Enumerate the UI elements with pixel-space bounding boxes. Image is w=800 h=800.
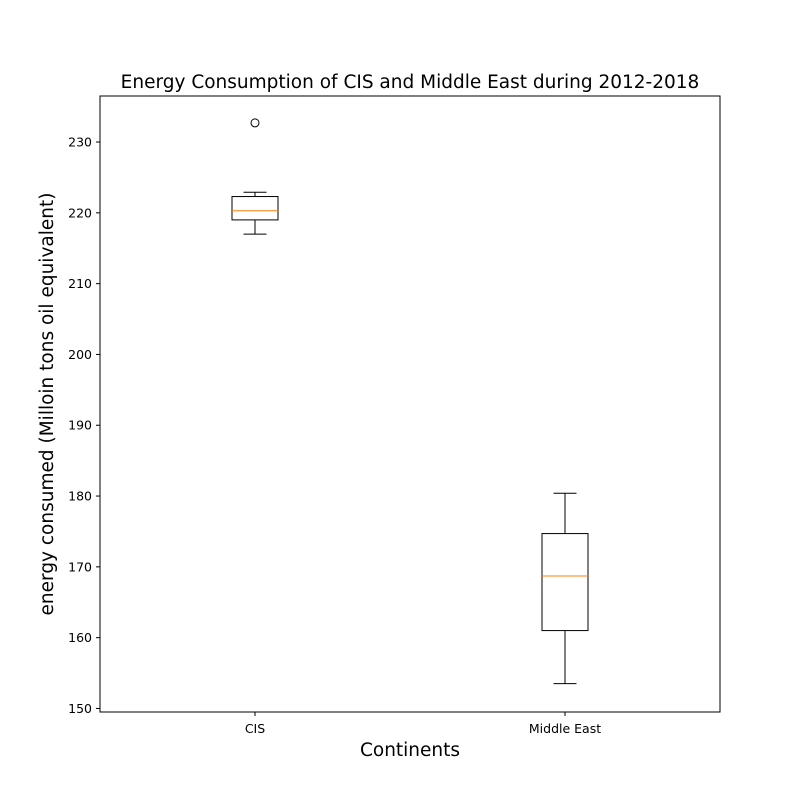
y-axis-label: energy consumed (Milloin tons oil equiva… — [37, 193, 58, 616]
x-tick-label: CIS — [245, 721, 265, 736]
y-tick-label: 210 — [68, 276, 92, 291]
y-tick-label: 220 — [68, 205, 92, 220]
box-cis — [231, 196, 279, 221]
plot-area: 150 160 170 180 190 200 210 220 230 CIS Middle Eas… — [68, 118, 601, 736]
y-tick-label: 170 — [68, 559, 92, 574]
y-tick-label: 160 — [68, 630, 92, 645]
y-tick-label: 190 — [68, 418, 92, 433]
x-axis-label: Continents — [360, 740, 460, 761]
y-tick-label: 180 — [68, 489, 92, 504]
y-tick-label: 230 — [68, 135, 92, 150]
y-tick-label: 150 — [68, 701, 92, 716]
chart-title: Energy Consumption of CIS and Middle Eas… — [121, 72, 700, 93]
outlier-point-cis — [250, 118, 260, 128]
x-tick-label: Middle East — [529, 721, 601, 736]
plot-frame — [99, 95, 721, 713]
y-tick-label: 200 — [68, 347, 92, 362]
box-middle-east — [541, 533, 589, 632]
